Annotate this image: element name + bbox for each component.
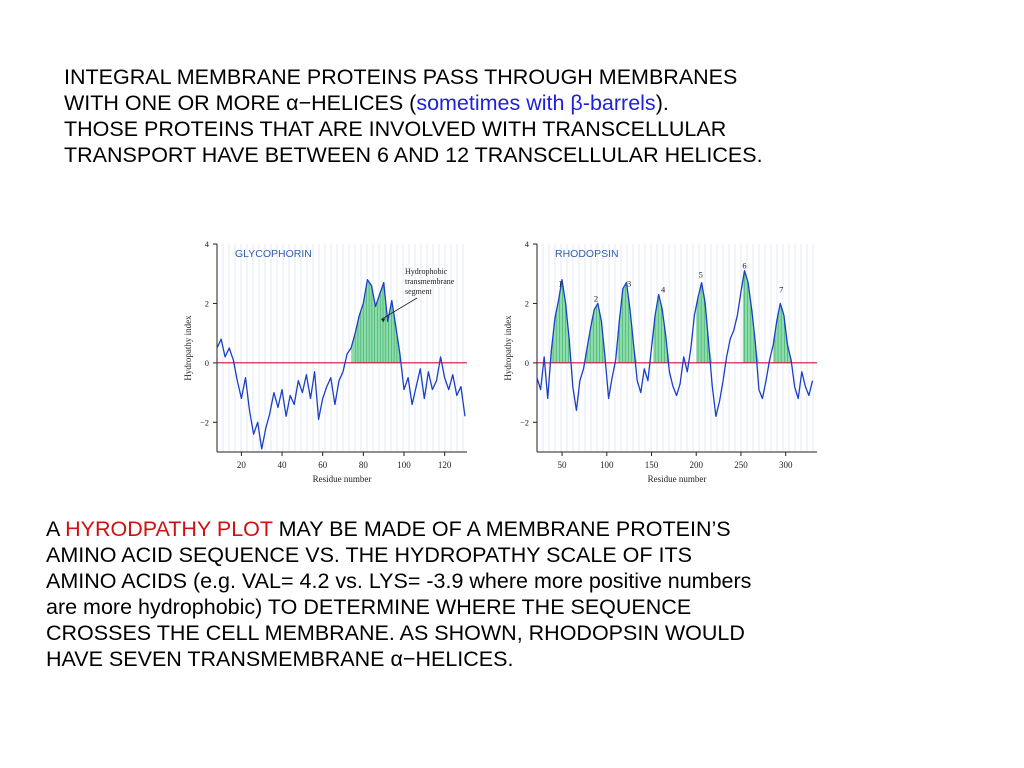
- helix-number-label: 4: [661, 285, 666, 295]
- x-tick-label: 200: [689, 460, 703, 470]
- helix-number-label: 2: [594, 293, 598, 303]
- explanation-line-4: are more hydrophobic) TO DETERMINE WHERE…: [46, 595, 692, 619]
- x-tick-label: 100: [397, 460, 411, 470]
- y-tick-label: 0: [525, 358, 529, 368]
- annotation-text: Hydrophobic: [405, 267, 448, 276]
- x-axis-label: Residue number: [313, 474, 372, 484]
- intro-paragraph: INTEGRAL MEMBRANE PROTEINS PASS THROUGH …: [64, 64, 1004, 168]
- y-axis-label: Hydropathy index: [183, 315, 193, 381]
- helix-number-label: 6: [742, 261, 746, 271]
- explanation-line-1-start: A: [46, 517, 66, 541]
- y-axis-label: Hydropathy index: [503, 315, 513, 381]
- y-tick-label: 2: [525, 298, 529, 308]
- helix-number-label: 7: [779, 285, 783, 295]
- annotation-text: transmembrane: [405, 277, 455, 286]
- rhodopsin-plot: −2 0 2 4 50 100 150 200 250 300 Residue number Hydr…: [503, 239, 817, 484]
- hydrophobic-region-fill: [696, 282, 719, 363]
- x-tick-label: 150: [645, 460, 659, 470]
- annotation-arrow: [381, 297, 418, 320]
- paren-close: ).: [655, 91, 669, 115]
- x-tick-label: 120: [438, 460, 452, 470]
- y-tick-label: 4: [205, 239, 210, 249]
- x-tick-label: 20: [237, 460, 247, 470]
- y-tick-label: −2: [520, 417, 529, 427]
- y-tick-label: 0: [205, 358, 209, 368]
- helix-number-label: 1: [558, 279, 562, 289]
- x-tick-label: 80: [359, 460, 369, 470]
- explanation-line-1-rest: MAY BE MADE OF A MEMBRANE PROTEIN’S: [272, 517, 731, 541]
- explanation-line-2: AMINO ACID SEQUENCE VS. THE HYDROPATHY S…: [46, 543, 692, 567]
- explanation-line-6-start: HAVE SEVEN TRANSMEMBRANE: [46, 647, 391, 671]
- explanation-paragraph: A HYRODPATHY PLOT MAY BE MADE OF A MEMBR…: [46, 516, 1006, 672]
- intro-line-1: INTEGRAL MEMBRANE PROTEINS PASS THROUGH …: [64, 65, 738, 89]
- annotation-text: segment: [405, 287, 432, 296]
- x-tick-label: 100: [600, 460, 614, 470]
- glycophorin-plot: −2 0 2 4 20 40 60 80 100 120 Residue number Hydropa…: [183, 239, 467, 484]
- x-tick-label: 60: [318, 460, 328, 470]
- helix-number-label: 3: [627, 279, 631, 289]
- panel-title: GLYCOPHORIN: [235, 248, 312, 260]
- alpha-helices-term: α−HELICES: [286, 91, 404, 115]
- x-tick-label: 40: [278, 460, 288, 470]
- explanation-line-5: CROSSES THE CELL MEMBRANE. AS SHOWN, RHO…: [46, 621, 745, 645]
- helix-number-label: 5: [699, 270, 703, 280]
- panel-title: RHODOPSIN: [555, 248, 619, 260]
- hydropathy-curve: [216, 279, 466, 450]
- intro-line-4: TRANSPORT HAVE BETWEEN 6 AND 12 TRANSCEL…: [64, 143, 763, 167]
- annotation-arrowhead: [381, 318, 386, 323]
- x-tick-label: 50: [558, 460, 568, 470]
- y-tick-label: −2: [200, 417, 209, 427]
- x-tick-label: 250: [734, 460, 748, 470]
- intro-line-2-start: WITH ONE OR MORE: [64, 91, 287, 115]
- explanation-line-6: HAVE SEVEN TRANSMEMBRANE α−HELICES.: [46, 646, 1006, 672]
- beta-barrels-note: sometimes with β-barrels: [416, 91, 656, 115]
- intro-line-3: THOSE PROTEINS THAT ARE INVOLVED WITH TR…: [64, 117, 727, 141]
- explanation-line-1: A HYRODPATHY PLOT MAY BE MADE OF A MEMBR…: [46, 516, 1006, 542]
- intro-line-2: WITH ONE OR MORE α−HELICES (sometimes wi…: [64, 90, 1004, 116]
- hydropathy-plot-term: HYRODPATHY PLOT: [65, 517, 273, 541]
- x-axis-label: Residue number: [648, 474, 707, 484]
- hydropathy-curve: [536, 270, 814, 417]
- x-tick-label: 300: [779, 460, 793, 470]
- paren-open: (: [403, 91, 417, 115]
- y-tick-label: 2: [205, 298, 209, 308]
- alpha-helices-term-2: α−HELICES.: [390, 647, 514, 671]
- y-tick-label: 4: [525, 239, 530, 249]
- explanation-line-3: AMINO ACIDS (e.g. VAL= 4.2 vs. LYS= -3.9…: [46, 569, 752, 593]
